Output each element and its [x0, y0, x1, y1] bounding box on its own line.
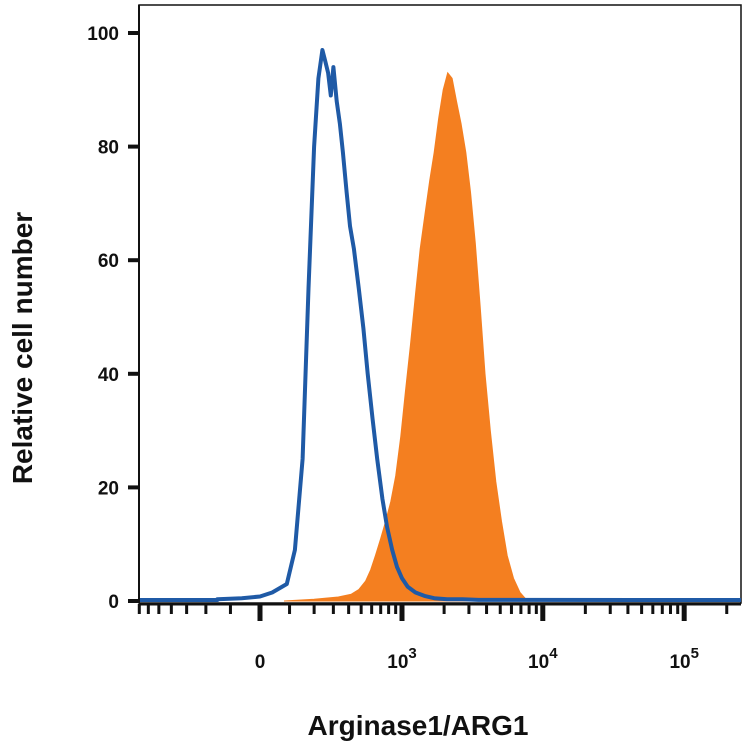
y-tick-label: 0 — [108, 592, 119, 613]
x-axis-title: Arginase1/ARG1 — [308, 710, 529, 741]
x-tick-label: 105 — [669, 645, 698, 673]
y-tick-label: 100 — [87, 24, 119, 45]
x-tick-label: 104 — [528, 645, 558, 673]
x-tick-label: 0 — [255, 652, 266, 673]
series-filled-histogram — [283, 71, 529, 602]
y-tick-label: 20 — [98, 478, 119, 499]
x-axis: 0 103 104 105 — [137, 602, 741, 673]
y-tick-label: 60 — [98, 251, 119, 272]
y-tick-label: 40 — [98, 365, 119, 386]
y-axis-title: Relative cell number — [7, 212, 38, 484]
x-tick-exponent: 5 — [691, 645, 699, 662]
series-outline-histogram — [139, 48, 742, 602]
x-tick-exponent: 3 — [408, 645, 416, 662]
x-tick-label: 103 — [387, 645, 416, 673]
y-tick-label: 80 — [98, 138, 119, 159]
y-axis: 0 20 40 60 80 100 — [87, 5, 140, 613]
series-layer — [139, 48, 742, 602]
x-tick-exponent: 4 — [549, 645, 558, 662]
